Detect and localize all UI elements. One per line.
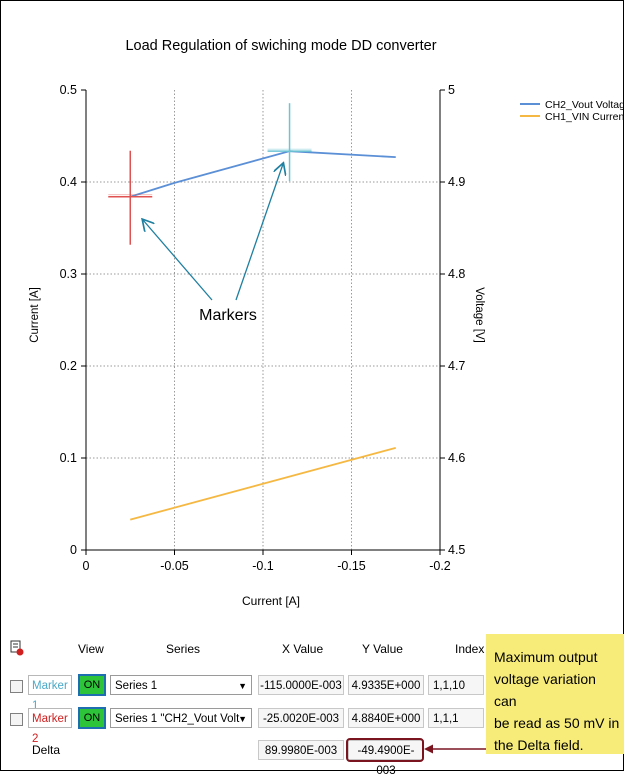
marker-panel-icon[interactable] bbox=[10, 640, 22, 654]
marker-1-view-toggle[interactable]: ON bbox=[78, 674, 106, 696]
chart-title: Load Regulation of swiching mode DD conv… bbox=[125, 38, 436, 54]
dropdown-arrow-icon: ▼ bbox=[238, 676, 247, 695]
marker-1-name[interactable]: Marker 1 bbox=[28, 675, 72, 695]
markers-annotation: Markers bbox=[199, 307, 257, 324]
delta-label: Delta bbox=[32, 743, 60, 757]
y-right-tick-label: 4.7 bbox=[448, 359, 465, 373]
callout-arrow bbox=[424, 742, 490, 756]
marker-2-index: 1,1,1 bbox=[428, 708, 484, 728]
marker-2-y-value: 4.8840E+000 bbox=[348, 708, 424, 728]
delta-x-value: 89.9980E-003 bbox=[258, 740, 344, 760]
y-left-tick-label: 0.5 bbox=[60, 83, 77, 97]
x-tick-label: -0.15 bbox=[337, 559, 366, 573]
callout-note: Maximum output voltage variation can be … bbox=[486, 634, 624, 754]
annotation-arrow-2 bbox=[236, 164, 283, 300]
legend-label-2: CH1_VIN Current bbox=[545, 111, 624, 123]
callout-line-3: be read as 50 mV in bbox=[494, 712, 622, 734]
marker-2-name[interactable]: Marker 2 bbox=[28, 708, 72, 728]
legend-label-1: CH2_Vout Voltage bbox=[545, 99, 624, 111]
marker-1-series-select[interactable]: Series 1 ▼ bbox=[110, 675, 252, 695]
y-left-tick-label: 0 bbox=[70, 543, 77, 557]
marker-2-series-value: Series 1 "CH2_Vout Volt bbox=[115, 713, 239, 725]
marker-1-x-value: -115.0000E-003 bbox=[258, 675, 344, 695]
y-left-tick-label: 0.3 bbox=[60, 267, 77, 281]
marker-1-index: 1,1,10 bbox=[428, 675, 484, 695]
callout-line-4: the Delta field. bbox=[494, 734, 622, 756]
header-index: Index bbox=[455, 642, 484, 656]
y-left-axis-label: Current [A] bbox=[29, 287, 41, 343]
marker-1-y-value: 4.9335E+000 bbox=[348, 675, 424, 695]
x-tick-label: 0 bbox=[83, 559, 90, 573]
y-right-tick-label: 5 bbox=[448, 83, 455, 97]
marker-2-series-select[interactable]: Series 1 "CH2_Vout Volt ▼ bbox=[110, 708, 252, 728]
x-axis-label: Current [A] bbox=[242, 594, 300, 608]
y-right-axis-label: Voltage [V] bbox=[473, 287, 485, 343]
delta-highlight-box bbox=[346, 738, 424, 762]
marker-1-series-value: Series 1 bbox=[115, 680, 157, 692]
header-y-value: Y Value bbox=[362, 642, 403, 656]
callout-line-1: Maximum output bbox=[494, 646, 622, 668]
y-right-tick-label: 4.8 bbox=[448, 267, 465, 281]
marker-2-checkbox[interactable] bbox=[10, 713, 23, 726]
y-left-tick-label: 0.2 bbox=[60, 359, 77, 373]
marker-2-view-toggle[interactable]: ON bbox=[78, 707, 106, 729]
y-right-tick-label: 4.9 bbox=[448, 175, 465, 189]
marker-2-x-value: -25.0020E-003 bbox=[258, 708, 344, 728]
y-right-tick-label: 4.5 bbox=[448, 543, 465, 557]
header-series: Series bbox=[166, 642, 200, 656]
x-tick-label: -0.2 bbox=[429, 559, 451, 573]
marker-1-checkbox[interactable] bbox=[10, 680, 23, 693]
y-right-tick-label: 4.6 bbox=[448, 451, 465, 465]
header-x-value: X Value bbox=[282, 642, 323, 656]
header-view: View bbox=[78, 642, 104, 656]
marker-row-1: Marker 1 ON Series 1 ▼ -115.0000E-003 4.… bbox=[0, 673, 490, 699]
x-tick-label: -0.1 bbox=[252, 559, 274, 573]
y-left-tick-label: 0.1 bbox=[60, 451, 77, 465]
y-left-tick-label: 0.4 bbox=[60, 175, 77, 189]
annotation-arrow-1 bbox=[143, 220, 212, 300]
series-line-1 bbox=[130, 151, 396, 197]
x-tick-label: -0.05 bbox=[160, 559, 189, 573]
chart: Load Regulation of swiching mode DD conv… bbox=[0, 0, 624, 634]
dropdown-arrow-icon: ▼ bbox=[238, 709, 247, 728]
marker-row-2: Marker 2 ON Series 1 "CH2_Vout Volt ▼ -2… bbox=[0, 706, 490, 732]
callout-line-2: voltage variation can bbox=[494, 668, 622, 712]
